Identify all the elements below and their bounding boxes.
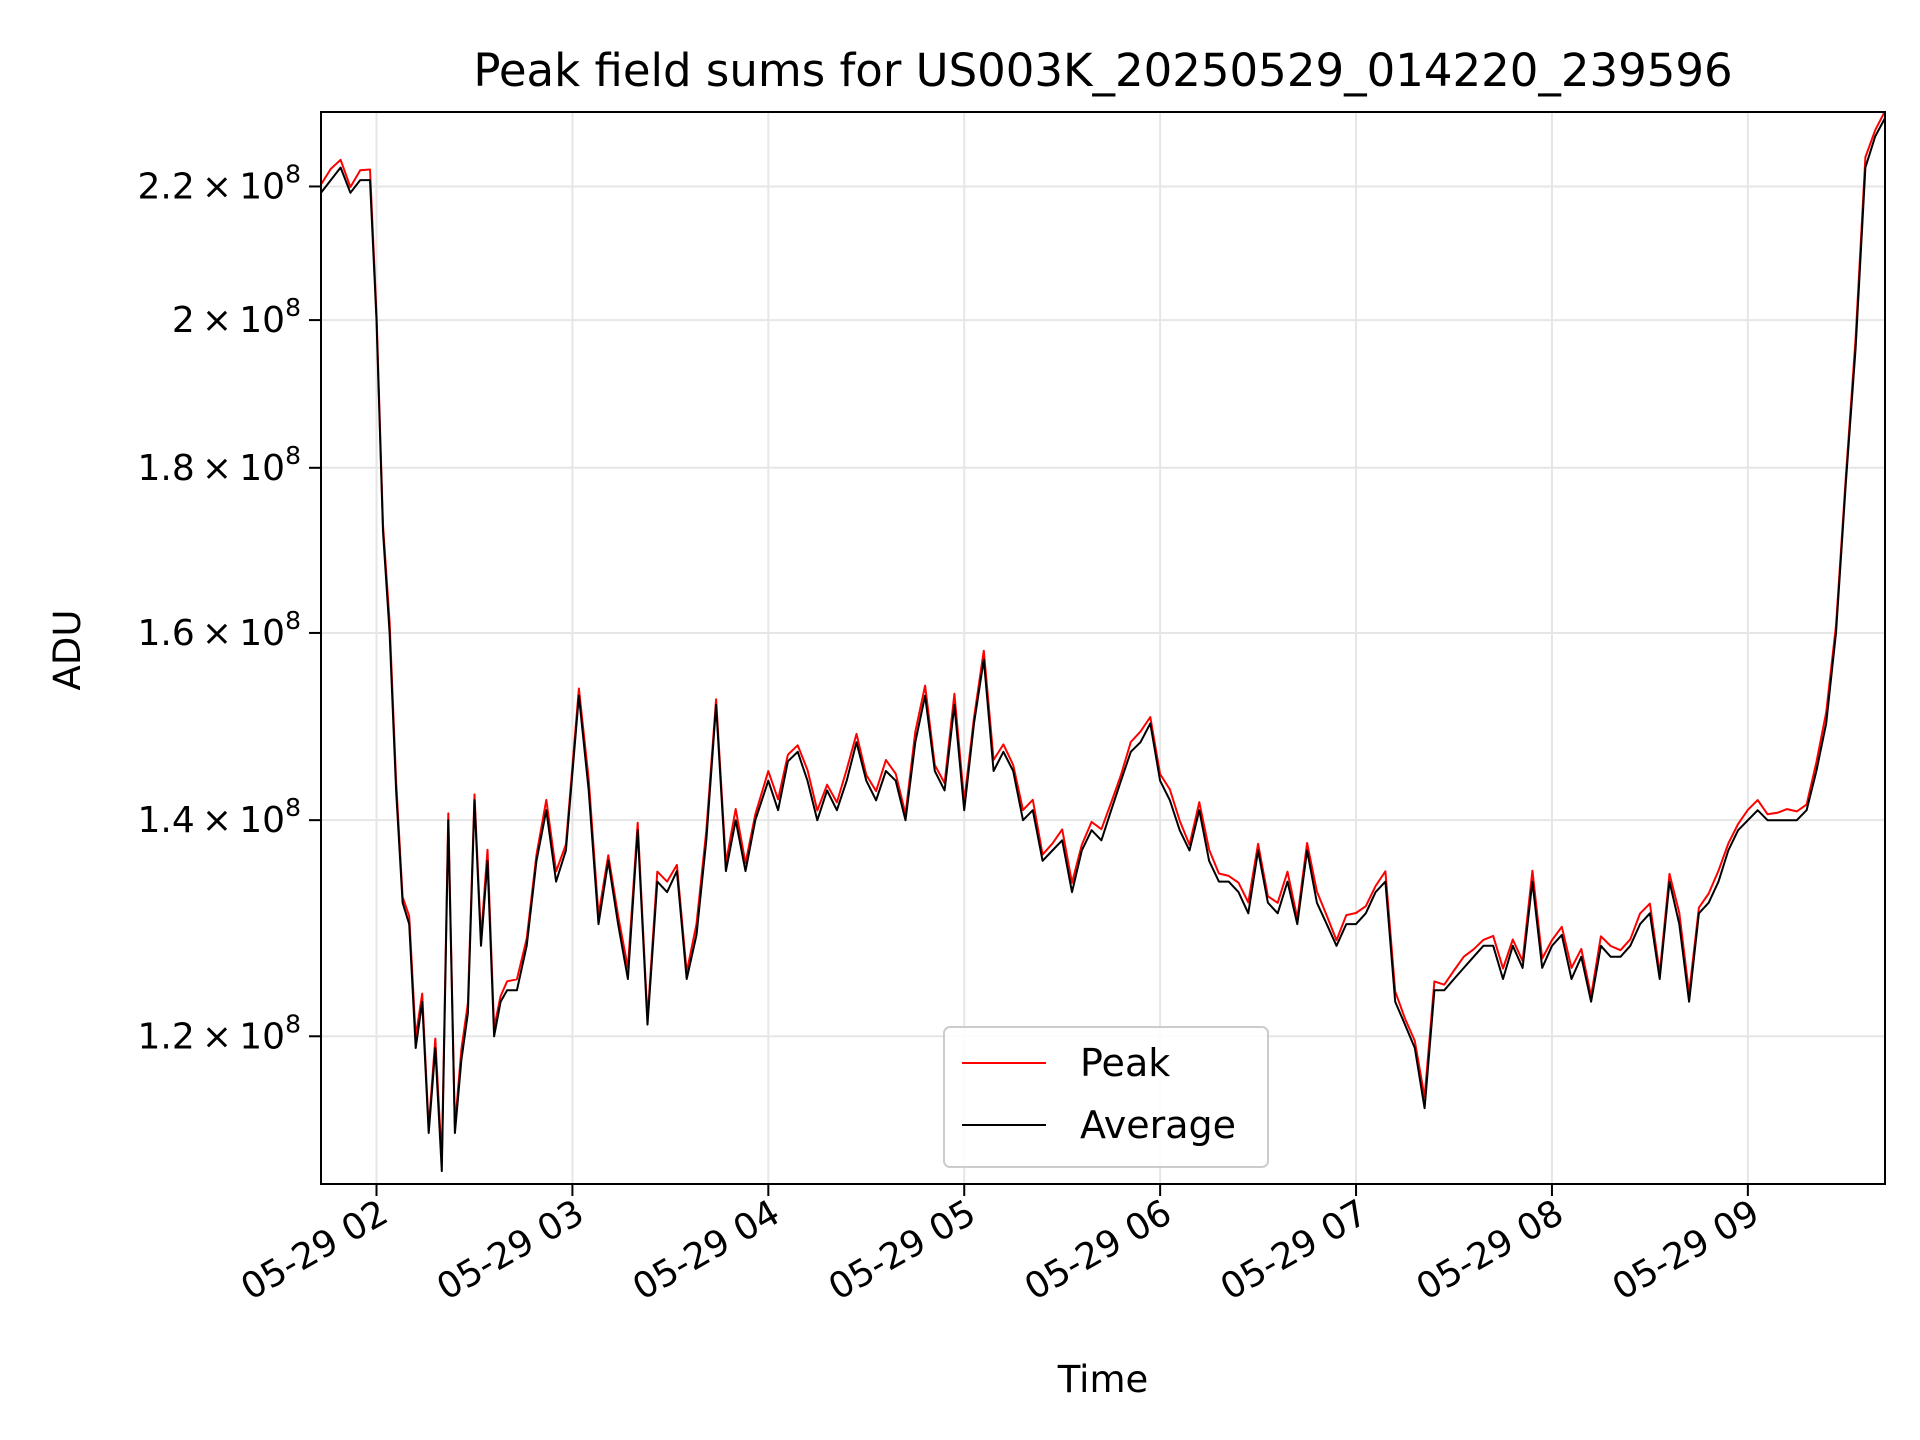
- y-tick-label-2: 1.6 × 108: [137, 606, 301, 654]
- y-tick-label-0: 1.2 × 108: [137, 1009, 301, 1057]
- y-tick-label-1: 1.4 × 108: [137, 793, 301, 841]
- plot-frame: [320, 111, 1886, 1185]
- y-tick-exponent-4: 8: [285, 293, 301, 322]
- y-tick-label-3: 1.8 × 108: [137, 441, 301, 489]
- legend: Peak Average: [943, 1026, 1269, 1168]
- x-axis-label: Time: [1057, 1358, 1149, 1401]
- y-tick-times-1: × 10: [195, 800, 285, 841]
- plot-series: [321, 112, 1885, 1173]
- y-tick-mantissa-2: 1.6: [137, 613, 194, 654]
- x-tick-label-3: 05-29 05: [822, 1192, 983, 1308]
- series-line-average: [321, 117, 1885, 1173]
- y-tick-times-0: × 10: [195, 1016, 285, 1057]
- y-tick-times-3: × 10: [195, 448, 285, 489]
- y-tick-times-5: × 10: [195, 166, 285, 207]
- legend-label-peak: Peak: [1080, 1041, 1170, 1085]
- grid-lines: [321, 112, 1885, 1184]
- y-tick-exponent-3: 8: [285, 441, 301, 470]
- x-tick-label-0: 05-29 02: [234, 1192, 395, 1308]
- y-tick-exponent-2: 8: [285, 606, 301, 635]
- series-line-peak: [321, 112, 1885, 1162]
- x-tick-label-2: 05-29 04: [626, 1192, 787, 1308]
- legend-label-average: Average: [1080, 1103, 1236, 1147]
- y-axis-label: ADU: [46, 610, 89, 691]
- y-tick-label-4: 2 × 108: [172, 293, 301, 341]
- x-tick-label-7: 05-29 09: [1606, 1192, 1767, 1308]
- x-tick-label-1: 05-29 03: [430, 1192, 591, 1308]
- x-tick-label-5: 05-29 07: [1214, 1192, 1375, 1308]
- y-tick-mantissa-4: 2: [172, 300, 195, 341]
- y-tick-mantissa-0: 1.2: [137, 1016, 194, 1057]
- y-tick-mantissa-5: 2.2: [137, 166, 194, 207]
- chart-title: Peak field sums for US003K_20250529_0142…: [473, 44, 1732, 97]
- x-tick-label-6: 05-29 08: [1410, 1192, 1571, 1308]
- y-tick-label-5: 2.2 × 108: [137, 159, 301, 207]
- y-tick-times-4: × 10: [195, 300, 285, 341]
- x-tick-label-4: 05-29 06: [1018, 1192, 1179, 1308]
- y-tick-times-2: × 10: [195, 613, 285, 654]
- y-tick-exponent-1: 8: [285, 793, 301, 822]
- y-tick-exponent-5: 8: [285, 159, 301, 188]
- y-tick-mantissa-3: 1.8: [137, 448, 194, 489]
- y-tick-mantissa-1: 1.4: [137, 800, 194, 841]
- x-axis: 05-29 02 05-29 03 05-29 04 05-29 05 05-29 06…: [234, 1184, 1766, 1309]
- y-tick-exponent-0: 8: [285, 1009, 301, 1038]
